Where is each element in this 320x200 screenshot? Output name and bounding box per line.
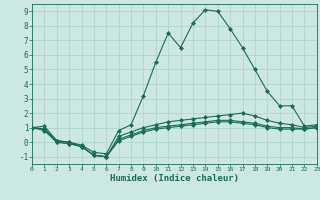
X-axis label: Humidex (Indice chaleur): Humidex (Indice chaleur) bbox=[110, 174, 239, 183]
